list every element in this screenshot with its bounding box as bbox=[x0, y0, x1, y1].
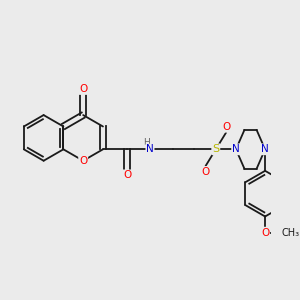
Text: O: O bbox=[202, 167, 210, 177]
Text: O: O bbox=[222, 122, 230, 132]
Text: N: N bbox=[146, 144, 154, 154]
Text: O: O bbox=[79, 156, 87, 166]
Text: O: O bbox=[79, 84, 87, 94]
Text: N: N bbox=[232, 144, 240, 154]
Text: S: S bbox=[212, 144, 219, 154]
Text: CH₃: CH₃ bbox=[281, 228, 299, 238]
Text: O: O bbox=[261, 228, 269, 238]
Text: O: O bbox=[123, 170, 131, 180]
Text: N: N bbox=[261, 144, 269, 154]
Text: H: H bbox=[143, 138, 150, 147]
